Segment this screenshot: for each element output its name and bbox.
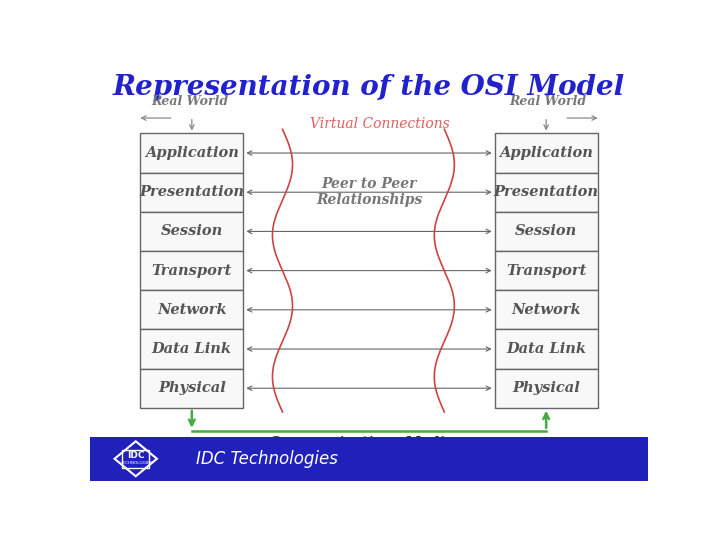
Text: Virtual Connections: Virtual Connections [310,117,450,131]
Text: IDC Technologies: IDC Technologies [196,450,338,468]
Bar [140,369,243,408]
Text: Physical: Physical [513,381,580,395]
Text: TECHNOLOGIES: TECHNOLOGIES [120,461,152,465]
Text: Network: Network [511,303,581,317]
Text: Data Link: Data Link [506,342,586,356]
Bar [140,290,243,329]
Bar [495,290,598,329]
Text: Network: Network [157,303,227,317]
Text: Session: Session [515,225,577,239]
Text: Real World: Real World [510,96,587,109]
Bar [495,369,598,408]
Text: Real World: Real World [151,96,228,109]
Bar [140,251,243,290]
Text: Representation of the OSI Model: Representation of the OSI Model [113,74,625,101]
Bar [140,173,243,212]
Bar [140,329,243,369]
Text: Presentation: Presentation [140,185,244,199]
Text: Session: Session [161,225,223,239]
Text: Peer to Peer
Relationships: Peer to Peer Relationships [316,177,422,207]
Text: Application: Application [145,146,239,160]
Text: Presentation: Presentation [494,185,598,199]
Bar [122,450,149,468]
Text: Physical: Physical [158,381,225,395]
Text: Data Link: Data Link [152,342,232,356]
Bar [495,173,598,212]
Text: Transport: Transport [152,264,232,278]
Bar [90,437,648,481]
Bar [495,251,598,290]
Bar [495,212,598,251]
Bar [495,329,598,369]
Bar [140,133,243,173]
Text: IDC: IDC [127,451,145,460]
Bar [495,133,598,173]
Text: Application: Application [499,146,593,160]
Bar [140,212,243,251]
Text: Communications Medium: Communications Medium [269,436,469,450]
Text: Transport: Transport [506,264,586,278]
